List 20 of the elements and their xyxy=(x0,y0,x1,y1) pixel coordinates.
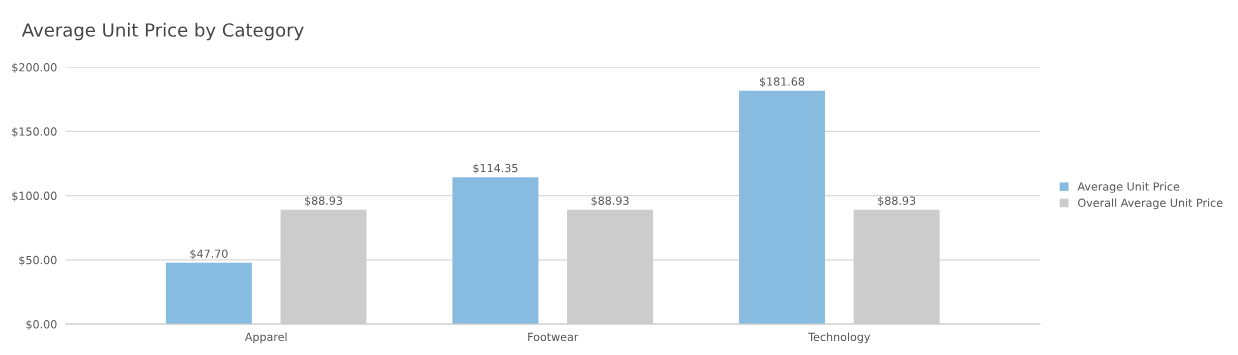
y-tick-label: $0.00 xyxy=(26,319,57,330)
data-label: $88.93 xyxy=(591,196,629,207)
y-tick-label: $50.00 xyxy=(19,255,57,266)
x-tick-label: Apparel xyxy=(244,332,287,344)
legend-label: Overall Average Unit Price xyxy=(1078,198,1223,210)
bar xyxy=(452,177,539,325)
data-label: $88.93 xyxy=(878,196,916,207)
x-tick-label: Technology xyxy=(808,332,871,344)
bar xyxy=(739,90,825,325)
chart-title: Average Unit Price by Category xyxy=(21,22,304,41)
x-tick-label: Footwear xyxy=(528,332,579,342)
data-label: $181.68 xyxy=(759,77,805,88)
data-label: $88.93 xyxy=(305,196,343,207)
data-label: $47.70 xyxy=(190,249,228,260)
y-tick-label: $100.00 xyxy=(12,191,57,202)
data-label: $114.35 xyxy=(473,163,518,174)
legend-label: Average Unit Price xyxy=(1077,182,1180,193)
bar xyxy=(165,262,252,325)
y-tick-label: $150.00 xyxy=(12,127,57,138)
y-tick-label: $200.00 xyxy=(12,62,57,73)
